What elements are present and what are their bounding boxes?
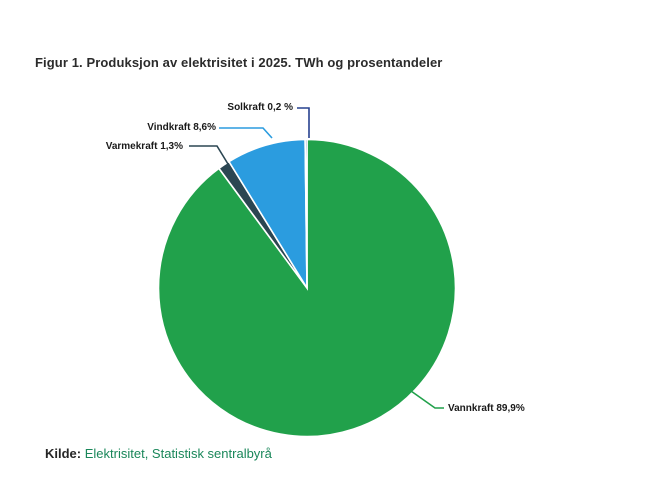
pie-label-vindkraft: Vindkraft 8,6% <box>147 122 216 133</box>
leader-line-varmekraft <box>189 145 229 165</box>
leader-line-vannkraft <box>410 390 444 409</box>
source-prefix: Kilde: <box>45 446 82 461</box>
leader-line-solkraft <box>297 107 310 138</box>
pie-label-vannkraft: Vannkraft 89,9% <box>448 403 525 414</box>
pie-label-solkraft: Solkraft 0,2 % <box>227 102 293 113</box>
leader-lines-group <box>189 107 444 409</box>
source-line: Kilde: Elektrisitet, Statistisk sentralb… <box>45 446 272 461</box>
source-link[interactable]: Elektrisitet, Statistisk sentralbyrå <box>84 446 272 461</box>
pie-label-varmekraft: Varmekraft 1,3% <box>105 141 183 152</box>
pie-slices-group <box>157 138 457 438</box>
pie-slice-solkraft[interactable] <box>304 138 308 289</box>
chart-title: Figur 1. Produksjon av elektrisitet i 20… <box>35 55 443 70</box>
leader-line-vindkraft <box>219 127 273 139</box>
